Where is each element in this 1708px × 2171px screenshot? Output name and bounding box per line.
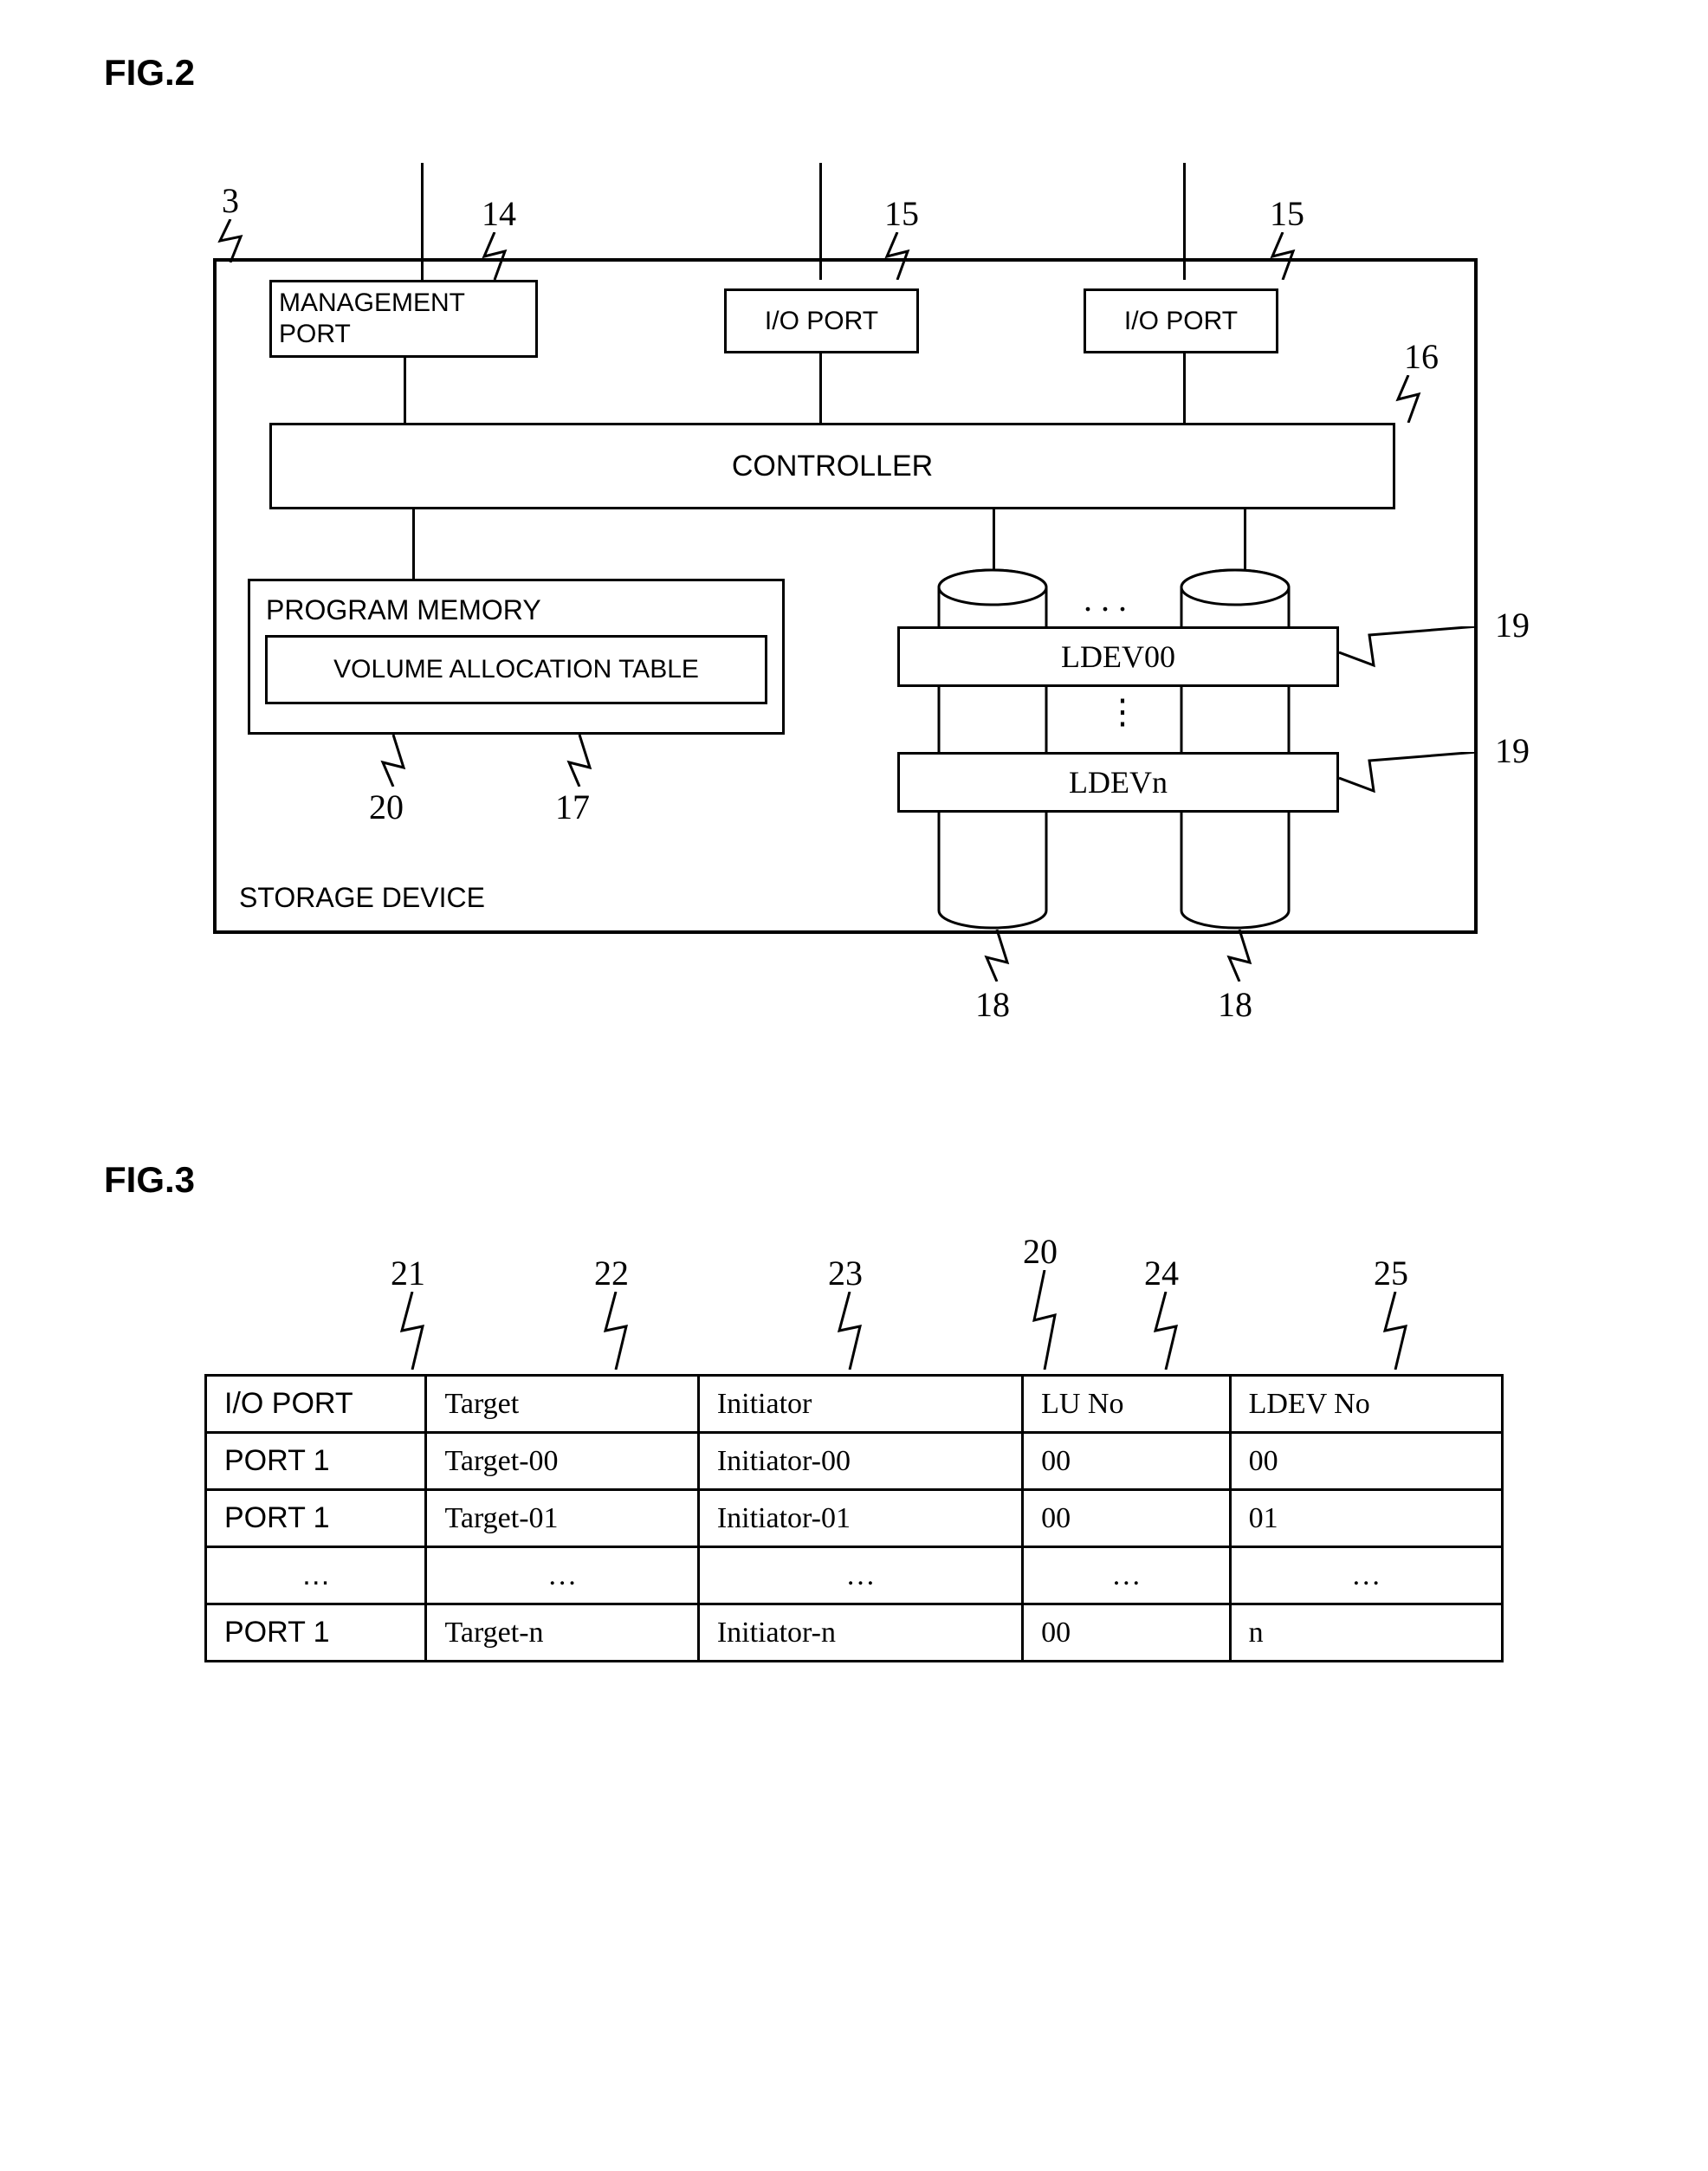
cell: … bbox=[426, 1547, 698, 1604]
io-port-1-box: I/O PORT bbox=[724, 288, 919, 353]
tick-15b bbox=[1265, 232, 1300, 280]
ldev-vdots: ⋮ bbox=[1105, 691, 1140, 732]
ref-16: 16 bbox=[1404, 336, 1439, 377]
ref-14: 14 bbox=[482, 193, 516, 234]
controller-box: CONTROLLER bbox=[269, 423, 1395, 509]
cell: Target-00 bbox=[426, 1433, 698, 1490]
ref-24: 24 bbox=[1144, 1253, 1179, 1293]
fig3-refs-row: 21 22 23 20 24 25 bbox=[204, 1253, 1504, 1374]
storage-device-label: STORAGE DEVICE bbox=[239, 882, 485, 914]
tick-3 bbox=[213, 219, 248, 262]
ldev00-box: LDEV00 bbox=[897, 626, 1339, 687]
table-row: PORT 1 Target-00 Initiator-00 00 00 bbox=[206, 1433, 1503, 1490]
mgmt-port-box: MANAGEMENT PORT bbox=[269, 280, 538, 358]
table-row: PORT 1 Target-01 Initiator-01 00 01 bbox=[206, 1490, 1503, 1547]
ext-line-io1 bbox=[819, 163, 822, 280]
io-port-2-box: I/O PORT bbox=[1084, 288, 1278, 353]
line-io2-ctrl bbox=[1183, 353, 1186, 423]
tick-14 bbox=[477, 232, 512, 280]
volume-allocation-table-box: VOLUME ALLOCATION TABLE bbox=[265, 635, 767, 704]
tick-21 bbox=[395, 1292, 430, 1370]
cylinder-1 bbox=[932, 568, 1053, 932]
ldevn-box: LDEVn bbox=[897, 752, 1339, 813]
ref-19b: 19 bbox=[1495, 730, 1530, 771]
cell: 00 bbox=[1023, 1433, 1231, 1490]
ref-21: 21 bbox=[391, 1253, 425, 1293]
tick-24 bbox=[1148, 1292, 1183, 1370]
cell: 00 bbox=[1023, 1490, 1231, 1547]
ref-3: 3 bbox=[222, 180, 239, 221]
cell: Initiator-n bbox=[698, 1604, 1022, 1662]
tick-23 bbox=[832, 1292, 867, 1370]
ref-23: 23 bbox=[828, 1253, 863, 1293]
cell: PORT 1 bbox=[206, 1433, 426, 1490]
table-header-row: I/O PORT Target Initiator LU No LDEV No bbox=[206, 1376, 1503, 1433]
fig2-label: FIG.2 bbox=[104, 52, 1673, 94]
volume-allocation-table: I/O PORT Target Initiator LU No LDEV No … bbox=[204, 1374, 1504, 1662]
tick-20 bbox=[376, 735, 411, 787]
cell: PORT 1 bbox=[206, 1604, 426, 1662]
col-ldev-no: LDEV No bbox=[1230, 1376, 1502, 1433]
cell: n bbox=[1230, 1604, 1502, 1662]
fig2-diagram: STORAGE DEVICE 3 14 15 15 MANAGEMENT POR… bbox=[161, 146, 1547, 1055]
fig3-label: FIG.3 bbox=[104, 1159, 1673, 1201]
tick-20b bbox=[1027, 1270, 1062, 1370]
cell: … bbox=[1023, 1547, 1231, 1604]
cylinder-ellipsis: . . . bbox=[1084, 579, 1127, 619]
cylinder-2 bbox=[1174, 568, 1296, 932]
ref-20: 20 bbox=[369, 787, 404, 827]
line-io1-ctrl bbox=[819, 353, 822, 423]
ref-15a: 15 bbox=[884, 193, 919, 234]
cell: Target-n bbox=[426, 1604, 698, 1662]
ref-18a: 18 bbox=[975, 984, 1010, 1025]
tick-16 bbox=[1391, 375, 1426, 423]
line-ctrl-mem bbox=[412, 509, 415, 579]
tick-18a bbox=[980, 930, 1014, 982]
cell: Target-01 bbox=[426, 1490, 698, 1547]
ref-22: 22 bbox=[594, 1253, 629, 1293]
line-mgmt-ctrl bbox=[404, 358, 406, 423]
ref-17: 17 bbox=[555, 787, 590, 827]
lead-19b bbox=[1339, 752, 1486, 804]
cell: 00 bbox=[1230, 1433, 1502, 1490]
cell: 01 bbox=[1230, 1490, 1502, 1547]
ref-25: 25 bbox=[1374, 1253, 1408, 1293]
table-row: … … … … … bbox=[206, 1547, 1503, 1604]
cell: Initiator-00 bbox=[698, 1433, 1022, 1490]
ref-20-b: 20 bbox=[1023, 1231, 1058, 1272]
fig3-diagram: 21 22 23 20 24 25 I/O PORT Target Initia… bbox=[204, 1253, 1504, 1662]
cell: … bbox=[1230, 1547, 1502, 1604]
tick-17 bbox=[562, 735, 597, 787]
ref-18b: 18 bbox=[1218, 984, 1252, 1025]
cell: PORT 1 bbox=[206, 1490, 426, 1547]
cell: Initiator-01 bbox=[698, 1490, 1022, 1547]
tick-22 bbox=[598, 1292, 633, 1370]
col-io-port: I/O PORT bbox=[206, 1376, 426, 1433]
ext-line-mgmt bbox=[421, 163, 424, 280]
col-target: Target bbox=[426, 1376, 698, 1433]
tick-25 bbox=[1378, 1292, 1413, 1370]
cell: 00 bbox=[1023, 1604, 1231, 1662]
cell: … bbox=[698, 1547, 1022, 1604]
col-initiator: Initiator bbox=[698, 1376, 1022, 1433]
cell: … bbox=[206, 1547, 426, 1604]
table-row: PORT 1 Target-n Initiator-n 00 n bbox=[206, 1604, 1503, 1662]
ext-line-io2 bbox=[1183, 163, 1186, 280]
tick-18b bbox=[1222, 930, 1257, 982]
tick-15a bbox=[880, 232, 915, 280]
lead-19a bbox=[1339, 626, 1486, 678]
ref-19a: 19 bbox=[1495, 605, 1530, 645]
ref-15b: 15 bbox=[1270, 193, 1304, 234]
col-lu-no: LU No bbox=[1023, 1376, 1231, 1433]
